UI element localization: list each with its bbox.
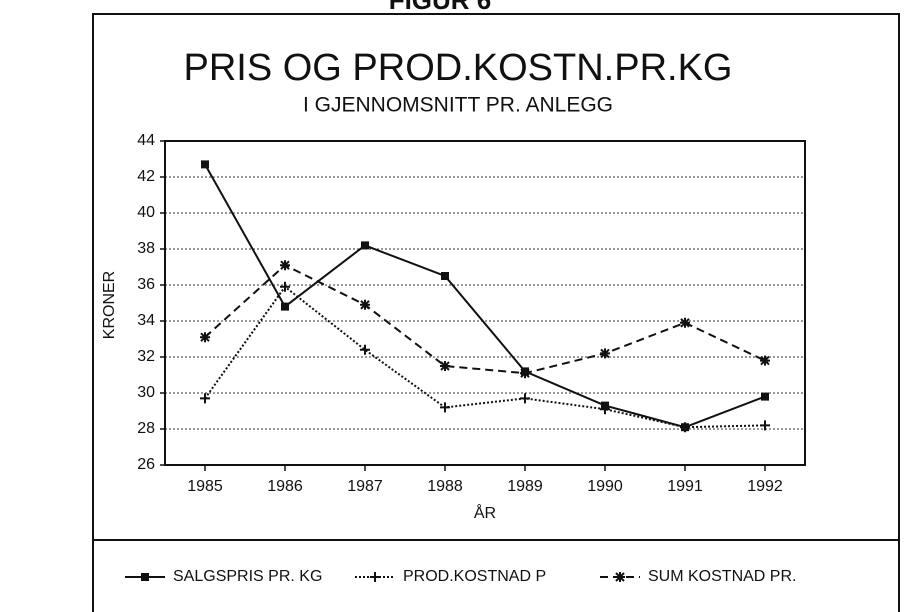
y-tick-label: 36 (137, 276, 155, 293)
marker-shape (760, 355, 770, 366)
y-tick-label: 34 (137, 312, 155, 329)
marker-shape (200, 332, 210, 343)
marker-shape (440, 402, 450, 413)
x-tick-label: 1987 (347, 478, 383, 495)
marker (370, 572, 380, 582)
marker (760, 420, 770, 431)
marker-shape (760, 420, 770, 431)
marker (520, 368, 530, 379)
marker (600, 348, 610, 359)
marker (360, 299, 370, 310)
marker-shape (520, 368, 530, 379)
marker (141, 573, 149, 581)
page-label: FIGUR 6 (389, 0, 492, 15)
marker (680, 317, 690, 328)
marker (440, 402, 450, 413)
x-axis-label: ÅR (474, 503, 496, 522)
marker (760, 355, 770, 366)
marker-shape (360, 344, 370, 355)
marker-shape (600, 348, 610, 359)
marker-shape (600, 404, 610, 415)
x-tick-label: 1988 (427, 478, 463, 495)
marker (281, 302, 289, 311)
y-tick-label: 28 (137, 420, 155, 437)
marker (200, 393, 210, 404)
marker (280, 281, 290, 292)
marker (201, 160, 209, 169)
y-tick-label: 26 (137, 456, 155, 473)
x-tick-label: 1986 (267, 478, 303, 495)
marker (615, 572, 625, 582)
marker (361, 241, 369, 250)
marker (200, 332, 210, 343)
x-tick-label: 1989 (507, 478, 543, 495)
marker (360, 344, 370, 355)
y-axis-label: KRONER (101, 271, 118, 339)
marker-shape (200, 393, 210, 404)
marker (761, 392, 769, 401)
marker-shape (440, 361, 450, 371)
y-tick-label: 30 (137, 384, 155, 401)
y-tick-label: 32 (137, 348, 155, 365)
y-tick-label: 42 (137, 168, 155, 185)
marker (520, 393, 530, 404)
frame (92, 13, 900, 612)
marker-shape (280, 260, 290, 271)
series-line (204, 163, 766, 429)
marker-shape (520, 393, 530, 404)
legend-label: SUM KOSTNAD PR. (648, 568, 796, 585)
marker (680, 422, 690, 433)
marker-shape (615, 572, 625, 582)
series-line (204, 264, 766, 375)
legend-label: SALGSPRIS PR. KG (173, 568, 322, 585)
marker (441, 272, 449, 280)
marker-shape (370, 572, 380, 582)
marker (280, 260, 290, 271)
plot-border (164, 140, 806, 466)
chart-subtitle: I GJENNOMSNITT PR. ANLEGG (303, 94, 613, 117)
x-tick-label: 1991 (667, 478, 703, 495)
marker-shape (280, 281, 290, 292)
y-tick-label: 38 (137, 240, 155, 257)
x-tick-label: 1990 (587, 478, 623, 495)
marker-shape (680, 317, 690, 328)
series-line (204, 285, 766, 429)
marker (600, 404, 610, 415)
y-tick-label: 44 (137, 132, 155, 149)
chart-title: PRIS OG PROD.KOSTN.PR.KG (184, 47, 733, 89)
marker-shape (360, 299, 370, 310)
x-tick-label: 1992 (747, 478, 783, 495)
x-tick-label: 1985 (187, 478, 223, 495)
marker (440, 361, 450, 371)
marker-shape (680, 422, 690, 433)
y-tick-label: 40 (137, 204, 155, 221)
legend-label: PROD.KOSTNAD P (403, 568, 546, 585)
